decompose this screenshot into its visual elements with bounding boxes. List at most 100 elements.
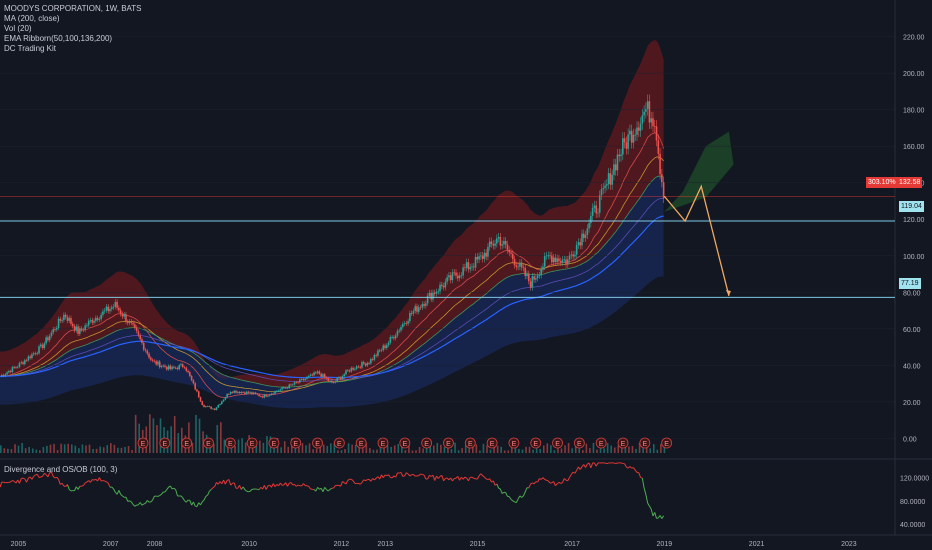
legend-dc-trading-kit[interactable]: DC Trading Kit [4,44,57,53]
time-tick-label: 2005 [11,541,27,548]
candle-body [467,262,470,270]
volume-bar [53,443,55,453]
volume-bar [0,445,2,453]
oscillator-segment [512,500,515,503]
oscillator-segment [116,490,120,495]
oscillator-segment [77,485,81,490]
candle-body [329,380,331,382]
candle-body [513,259,516,266]
volume-bar [138,423,141,453]
candle-body [579,242,582,246]
volume-bar [152,418,155,453]
candle-body [270,393,273,395]
candle-body [291,384,294,386]
candle-body [501,244,503,246]
volume-bar [56,450,59,453]
candle-body [357,366,360,368]
candle-body [643,111,645,116]
ema-ribbon-lower-band [0,176,664,409]
volume-bar [10,449,13,453]
earnings-marker [661,437,673,449]
candle-body [290,384,292,386]
volume-bar [63,444,66,453]
candle-body [164,365,166,368]
oscillator-segment [290,482,294,486]
earnings-marker [203,437,214,449]
volume-bar [202,431,204,453]
volume-bar [361,448,364,453]
ema-ribbon-upper-band [0,39,664,388]
volume-bar [660,444,662,453]
candle-body [622,138,624,155]
candle-body [632,134,635,143]
legend-ma[interactable]: MA (200, close) [4,14,60,23]
volume-bar [649,448,652,453]
oscillator-segment [626,466,629,469]
candle-body [233,390,236,393]
time-tick-label: 2015 [470,541,486,548]
oscillator-segment [553,481,556,486]
candle-body [336,378,338,382]
legend-vol[interactable]: Vol (20) [4,24,32,33]
candle-body [183,367,186,368]
candle-body [405,323,408,325]
volume-bar [553,450,556,453]
oscillator-segment [230,482,233,486]
candle-body [254,392,257,394]
candle-body [245,391,248,394]
candle-body [165,367,168,370]
candle-body [371,359,374,360]
oscillator-segment [86,480,90,483]
candle-body [442,285,445,288]
candle-body [648,101,651,123]
candle-body [511,253,514,260]
oscillator-segment [352,480,356,484]
candle-body [91,320,94,323]
candle-body [538,275,541,277]
candle-body [469,267,472,270]
volume-bar [379,446,382,453]
oscillator-segment [203,496,207,501]
oscillator-segment [195,505,198,508]
candle-body [128,321,131,323]
earnings-marker-label: E [359,441,364,448]
oscillator-segment [480,473,484,476]
volume-bar [493,443,495,453]
oscillator-segment [347,478,350,481]
candle-body [109,309,111,312]
candle-body [414,306,417,312]
price-tick-label: 100.00 [903,254,925,261]
oscillator-segment [263,485,267,490]
candle-body [331,380,333,383]
volume-bar [564,445,566,453]
volume-bar [365,443,368,453]
candle-body [283,387,285,389]
candle-body [123,314,126,317]
candle-body [639,123,642,131]
oscillator-segment [66,484,70,490]
volume-bar [546,443,549,453]
candle-body [265,394,267,397]
legend-ema-ribbon[interactable]: EMA Ribborn(50,100,136,200) [4,34,113,43]
candle-body [542,266,544,270]
earnings-marker [399,437,411,449]
oscillator-segment [329,487,333,490]
candle-body [350,367,353,372]
volume-bar [344,449,346,453]
oscillator-segment [122,495,125,498]
candle-body [653,126,656,127]
oscillator-segment [593,462,597,467]
candle-body [332,382,335,384]
volume-bar [88,444,91,453]
candle-body [327,378,330,381]
volume-bar [67,443,70,453]
candle-body [634,134,637,136]
candle-body [173,366,175,368]
candle-body [346,370,349,372]
candle-body [41,344,44,349]
candle-body [86,325,88,327]
oscillator-segment [423,474,427,480]
candle-body [110,307,113,310]
candle-body [623,138,626,143]
